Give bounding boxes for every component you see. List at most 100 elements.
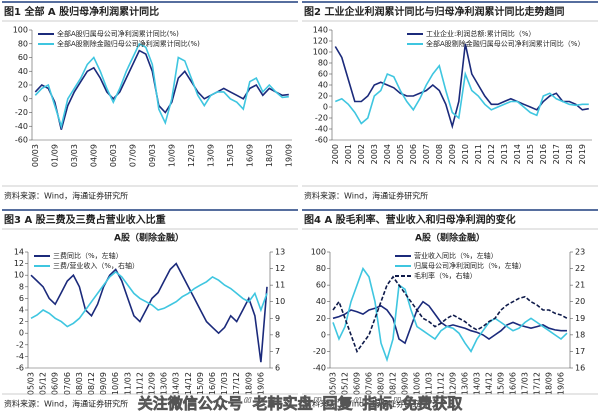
y-tick-label: 20 xyxy=(18,81,28,90)
y-tick-label: -6 xyxy=(16,364,24,373)
x-tick-label: 18/09 xyxy=(244,372,253,395)
series-line xyxy=(30,270,268,328)
y-tick-label: 80 xyxy=(318,59,328,68)
x-tick-label: 14/03 xyxy=(473,372,482,395)
y-tick-label: 100 xyxy=(13,26,28,35)
x-tick-label: 06/09 xyxy=(353,372,362,395)
y-tick-label: -20 xyxy=(315,114,328,123)
source-note: 资料来源：Wind，海通证券研究所 xyxy=(4,399,128,409)
legend-label: 全部A股归属母公司净利润累计同比(%) xyxy=(57,29,179,38)
x-tick-label: 2000 xyxy=(331,144,340,164)
x-tick-label: 18/03 xyxy=(265,144,274,167)
x-tick-label: 12/03 xyxy=(187,144,196,167)
chart-title: 图2 工业企业利润累计同比与归母净利润累计同比走势趋同 xyxy=(304,5,564,18)
x-tick-label: 05/12 xyxy=(39,372,48,395)
x-tick-label: 07/06 xyxy=(63,372,72,395)
x-tick-label: 19/06 xyxy=(256,372,265,395)
y2-tick-label: 11 xyxy=(275,281,285,290)
y-tick-label: 8 xyxy=(19,282,24,291)
y-tick-label: 40 xyxy=(316,297,326,306)
y2-tick-label: 17 xyxy=(575,347,585,356)
x-tick-label: 10/06 xyxy=(111,372,120,395)
legend-label: 全部A股剔除金融归母公司净利润累计同比(%) xyxy=(57,39,200,48)
x-tick-label: 2003 xyxy=(370,144,379,164)
chart-title: 图1 全部 A 股归母净利润累计同比 xyxy=(4,5,159,18)
y-tick-label: -20 xyxy=(15,108,28,117)
x-tick-label: 07/06 xyxy=(365,372,374,395)
y2-tick-label: 6 xyxy=(275,364,280,373)
legend-label: 归属母公司净利润同比（%，左轴） xyxy=(414,261,526,270)
y-tick-label: -4 xyxy=(16,352,24,361)
y2-tick-label: 10 xyxy=(275,297,285,306)
y-tick-label: 0 xyxy=(19,329,24,338)
y-tick-label: 4 xyxy=(19,306,24,315)
x-tick-label: 2007 xyxy=(422,144,431,164)
x-tick-label: 2002 xyxy=(357,144,366,164)
x-tick-label: 2015 xyxy=(526,144,535,164)
x-tick-label: 2006 xyxy=(409,144,418,164)
y-tick-label: 10 xyxy=(14,271,24,280)
x-tick-label: 08/12 xyxy=(87,372,96,395)
x-tick-label: 2011 xyxy=(474,144,483,164)
x-tick-label: 2004 xyxy=(383,144,392,164)
source-note: 资料来源：Wind，海通证券研究所 xyxy=(304,191,428,201)
y-tick-label: -20 xyxy=(313,347,326,356)
y-tick-label: 120 xyxy=(313,37,328,46)
legend-label: 毛利率（%，右轴） xyxy=(414,271,477,280)
y-tick-label: 0 xyxy=(23,94,28,103)
x-tick-label: 13/06 xyxy=(160,372,169,395)
legend-label: 全部A股剔除金融归属母公司净利润累计同比（%） xyxy=(426,39,584,48)
y-tick-label: -60 xyxy=(315,136,328,145)
x-tick-label: 09/09 xyxy=(401,372,410,395)
x-tick-label: 13/09 xyxy=(206,144,215,167)
y-tick-label: 0 xyxy=(323,103,328,112)
y-tick-label: 12 xyxy=(14,259,24,268)
x-tick-label: 18/09 xyxy=(545,372,554,395)
x-tick-label: 17/12 xyxy=(232,372,241,395)
y-tick-label: 60 xyxy=(18,53,28,62)
x-tick-label: 11/12 xyxy=(437,372,446,395)
x-tick-label: 04/09 xyxy=(89,144,98,167)
y-tick-label: 20 xyxy=(318,92,328,101)
x-tick-label: 17/03 xyxy=(220,372,229,395)
y-tick-label: 140 xyxy=(313,26,328,35)
x-tick-label: 2009 xyxy=(448,144,457,164)
x-tick-label: 2008 xyxy=(435,144,444,164)
y-tick-label: -60 xyxy=(15,136,28,145)
y-tick-label: 40 xyxy=(318,81,328,90)
x-tick-label: 12/09 xyxy=(449,372,458,395)
x-tick-label: 2016 xyxy=(539,144,548,164)
x-tick-label: 13/06 xyxy=(461,372,470,395)
y2-tick-label: 16 xyxy=(575,364,585,373)
x-tick-label: 11/12 xyxy=(135,372,144,395)
y-tick-label: 80 xyxy=(18,39,28,48)
x-tick-label: 14/03 xyxy=(172,372,181,395)
y2-tick-label: 22 xyxy=(575,264,585,273)
y-tick-label: 2 xyxy=(19,317,24,326)
y-tick-label: -2 xyxy=(16,340,24,349)
chart-title: 图3 A 股三费及三费占营业收入比重 xyxy=(4,213,166,226)
series-line xyxy=(34,42,289,130)
y-tick-label: -40 xyxy=(15,122,28,131)
x-tick-label: 17/12 xyxy=(533,372,542,395)
x-tick-label: 09/03 xyxy=(148,144,157,167)
source-note: 资料来源：Wind，海通证券研究所 xyxy=(4,191,128,201)
x-tick-label: 19/06 xyxy=(557,372,566,395)
x-tick-label: 15/09 xyxy=(196,372,205,395)
y-tick-label: -40 xyxy=(315,125,328,134)
x-tick-label: 14/12 xyxy=(184,372,193,395)
y-tick-label: -40 xyxy=(313,364,326,373)
y2-tick-label: 9 xyxy=(275,314,280,323)
x-tick-label: 2019 xyxy=(578,144,587,164)
x-tick-label: 08/03 xyxy=(377,372,386,395)
y-tick-label: 100 xyxy=(313,48,328,57)
y-tick-label: 60 xyxy=(316,281,326,290)
x-tick-label: 15/09 xyxy=(497,372,506,395)
x-tick-label: 05/03 xyxy=(329,372,338,395)
legend-label: 三费同比（%，左轴） xyxy=(53,251,123,260)
x-tick-label: 00/03 xyxy=(31,144,40,167)
legend-label: 三费/营业收入（%，右轴） xyxy=(53,261,139,270)
x-tick-label: 15/03 xyxy=(226,144,235,167)
x-tick-label: 2014 xyxy=(513,144,522,164)
x-tick-label: 16/06 xyxy=(208,372,217,395)
